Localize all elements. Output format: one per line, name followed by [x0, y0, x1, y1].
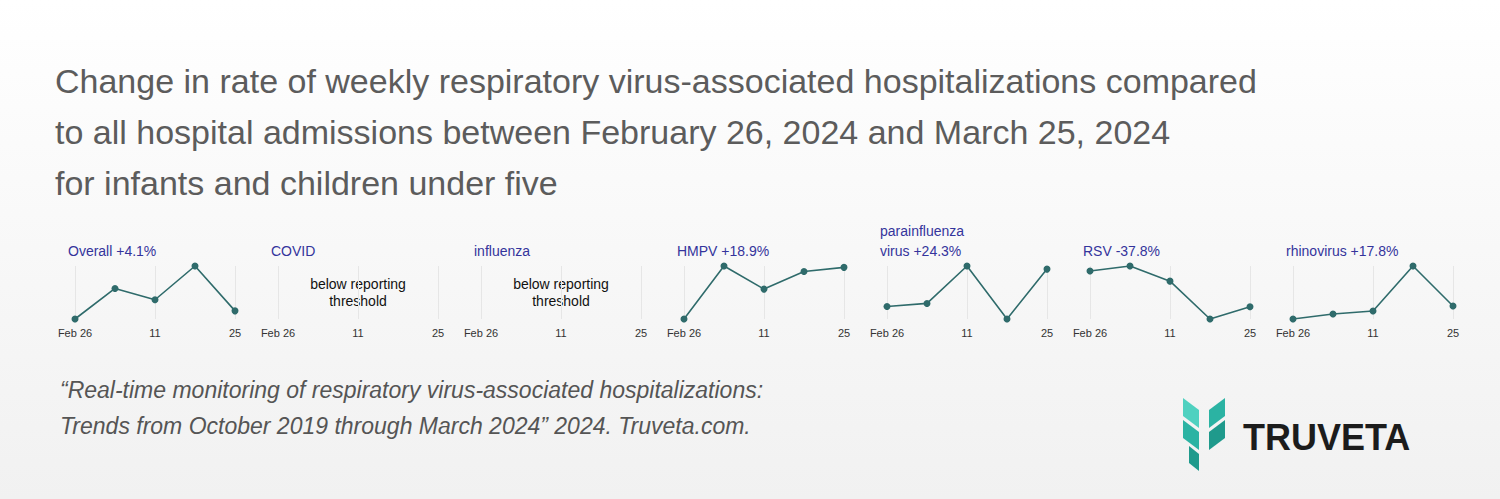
- svg-text:25: 25: [432, 327, 444, 339]
- svg-text:threshold: threshold: [532, 292, 590, 309]
- svg-text:threshold: threshold: [329, 292, 387, 309]
- svg-text:11: 11: [1164, 327, 1175, 339]
- svg-text:to all hospital admissions bet: to all hospital admissions between Febru…: [55, 113, 1170, 151]
- svg-text:“Real-time monitoring of respi: “Real-time monitoring of respiratory vir…: [60, 377, 763, 403]
- svg-text:influenza: influenza: [474, 243, 530, 259]
- svg-text:Feb 26: Feb 26: [58, 327, 92, 339]
- svg-text:COVID: COVID: [271, 243, 315, 259]
- svg-text:25: 25: [838, 327, 850, 339]
- svg-text:Feb 26: Feb 26: [667, 327, 701, 339]
- svg-text:Feb 26: Feb 26: [1073, 327, 1107, 339]
- svg-text:below reporting: below reporting: [513, 275, 609, 292]
- svg-text:Change in rate of weekly respi: Change in rate of weekly respiratory vir…: [55, 62, 1257, 100]
- svg-text:Trends from October 2019 throu: Trends from October 2019 through March 2…: [60, 413, 751, 439]
- svg-text:for infants and children under: for infants and children under five: [55, 164, 558, 202]
- svg-text:Feb 26: Feb 26: [464, 327, 498, 339]
- svg-text:11: 11: [961, 327, 972, 339]
- svg-text:rhinovirus +17.8%: rhinovirus +17.8%: [1286, 243, 1398, 259]
- svg-text:Overall +4.1%: Overall +4.1%: [68, 243, 156, 259]
- svg-text:HMPV +18.9%: HMPV +18.9%: [677, 243, 769, 259]
- svg-text:25: 25: [1244, 327, 1256, 339]
- svg-text:virus +24.3%: virus +24.3%: [880, 243, 961, 259]
- svg-text:Feb 26: Feb 26: [261, 327, 295, 339]
- svg-text:11: 11: [352, 327, 363, 339]
- svg-text:Feb 26: Feb 26: [870, 327, 904, 339]
- svg-text:25: 25: [1447, 327, 1459, 339]
- svg-text:11: 11: [149, 327, 160, 339]
- svg-text:RSV -37.8%: RSV -37.8%: [1083, 243, 1160, 259]
- svg-text:25: 25: [635, 327, 647, 339]
- svg-text:parainfluenza: parainfluenza: [880, 223, 964, 239]
- svg-text:below reporting: below reporting: [310, 275, 406, 292]
- svg-text:25: 25: [1041, 327, 1053, 339]
- svg-text:11: 11: [555, 327, 566, 339]
- svg-text:Feb 26: Feb 26: [1276, 327, 1310, 339]
- svg-text:25: 25: [229, 327, 241, 339]
- svg-text:11: 11: [1367, 327, 1378, 339]
- svg-text:TRUVETA: TRUVETA: [1243, 417, 1410, 458]
- svg-text:11: 11: [758, 327, 769, 339]
